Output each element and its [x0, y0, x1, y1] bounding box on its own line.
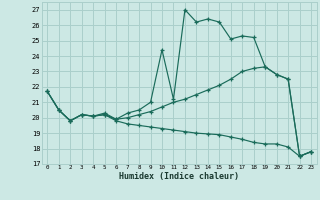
X-axis label: Humidex (Indice chaleur): Humidex (Indice chaleur) — [119, 172, 239, 181]
